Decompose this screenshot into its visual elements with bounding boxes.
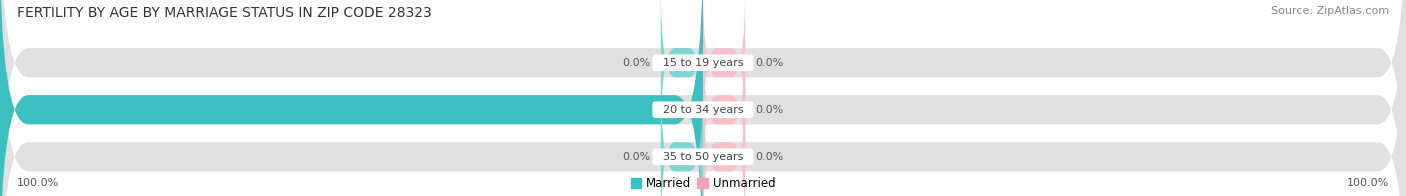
Text: 100.0%: 100.0%: [17, 178, 59, 188]
FancyBboxPatch shape: [703, 0, 745, 142]
Text: 100.0%: 100.0%: [1347, 178, 1389, 188]
Text: 15 to 19 years: 15 to 19 years: [655, 58, 751, 68]
Text: 0.0%: 0.0%: [621, 152, 650, 162]
Text: 0.0%: 0.0%: [621, 58, 650, 68]
Text: 0.0%: 0.0%: [756, 152, 785, 162]
Text: 0.0%: 0.0%: [756, 58, 785, 68]
Text: 35 to 50 years: 35 to 50 years: [655, 152, 751, 162]
Text: 0.0%: 0.0%: [756, 105, 785, 115]
Legend: Married, Unmarried: Married, Unmarried: [631, 177, 775, 190]
Text: Source: ZipAtlas.com: Source: ZipAtlas.com: [1271, 6, 1389, 16]
FancyBboxPatch shape: [703, 77, 745, 196]
FancyBboxPatch shape: [661, 0, 703, 142]
FancyBboxPatch shape: [0, 0, 703, 196]
Text: 20 to 34 years: 20 to 34 years: [655, 105, 751, 115]
Text: FERTILITY BY AGE BY MARRIAGE STATUS IN ZIP CODE 28323: FERTILITY BY AGE BY MARRIAGE STATUS IN Z…: [17, 6, 432, 20]
FancyBboxPatch shape: [661, 77, 703, 196]
FancyBboxPatch shape: [703, 30, 745, 189]
